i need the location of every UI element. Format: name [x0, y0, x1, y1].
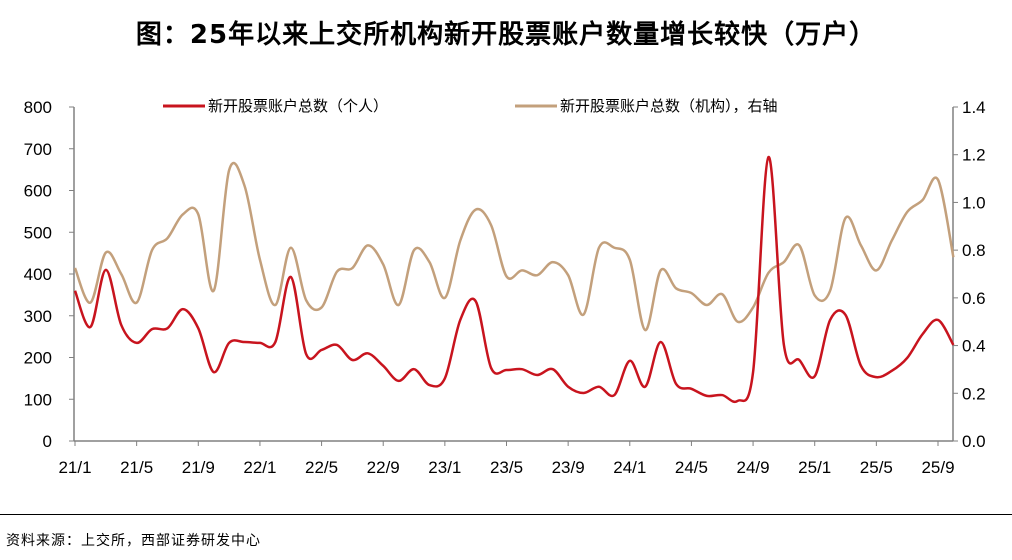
- left-tick-label: 700: [24, 140, 52, 159]
- right-tick-label: 0.4: [962, 337, 986, 356]
- x-tick-label: 23/9: [552, 458, 585, 477]
- x-tick-label: 22/9: [367, 458, 400, 477]
- x-tick-label: 24/9: [737, 458, 770, 477]
- series-line-institution: [73, 161, 955, 332]
- x-tick-label: 24/5: [675, 458, 708, 477]
- left-tick-label: 100: [24, 390, 52, 409]
- line-chart: 0 100 200 300 400 500 600 700 800 0.0 0.2 0.4 0.6 0.8…: [24, 97, 986, 477]
- x-tick-label: 21/1: [58, 458, 91, 477]
- x-tick-label: 22/1: [243, 458, 276, 477]
- left-tick-label: 200: [24, 349, 52, 368]
- x-tick-label: 23/1: [428, 458, 461, 477]
- left-tick-label: 300: [24, 307, 52, 326]
- right-tick-label: 0.8: [962, 241, 986, 260]
- right-tick-label: 1.2: [962, 146, 986, 165]
- left-tick-label: 800: [24, 98, 52, 117]
- x-tick-label: 25/9: [921, 458, 954, 477]
- legend-label: 新开股票账户总数（机构），右轴: [560, 97, 778, 115]
- x-tick-label: 21/5: [120, 458, 153, 477]
- chart-title: 图：25年以来上交所机构新开股票账户数量增长较快（万户）: [135, 20, 877, 50]
- divider: [0, 514, 1012, 515]
- left-tick-label: 0: [43, 432, 52, 451]
- source-note: 资料来源：上交所，西部证券研发中心: [6, 533, 261, 549]
- right-tick-label: 1.4: [962, 98, 986, 117]
- x-tick-label: 22/5: [305, 458, 338, 477]
- series-line-individual: [73, 155, 955, 404]
- left-tick-label: 500: [24, 223, 52, 242]
- x-tick-label: 25/1: [798, 458, 831, 477]
- right-tick-label: 0.2: [962, 384, 986, 403]
- right-tick-label: 1.0: [962, 193, 986, 212]
- x-tick-label: 24/1: [613, 458, 646, 477]
- x-tick-label: 25/5: [860, 458, 893, 477]
- x-tick-label: 23/5: [490, 458, 523, 477]
- left-tick-label: 400: [24, 265, 52, 284]
- x-tick-label: 21/9: [182, 458, 215, 477]
- right-tick-label: 0.6: [962, 289, 986, 308]
- left-tick-label: 600: [24, 182, 52, 201]
- right-tick-label: 0.0: [962, 432, 986, 451]
- legend-label: 新开股票账户总数（个人）: [208, 97, 388, 115]
